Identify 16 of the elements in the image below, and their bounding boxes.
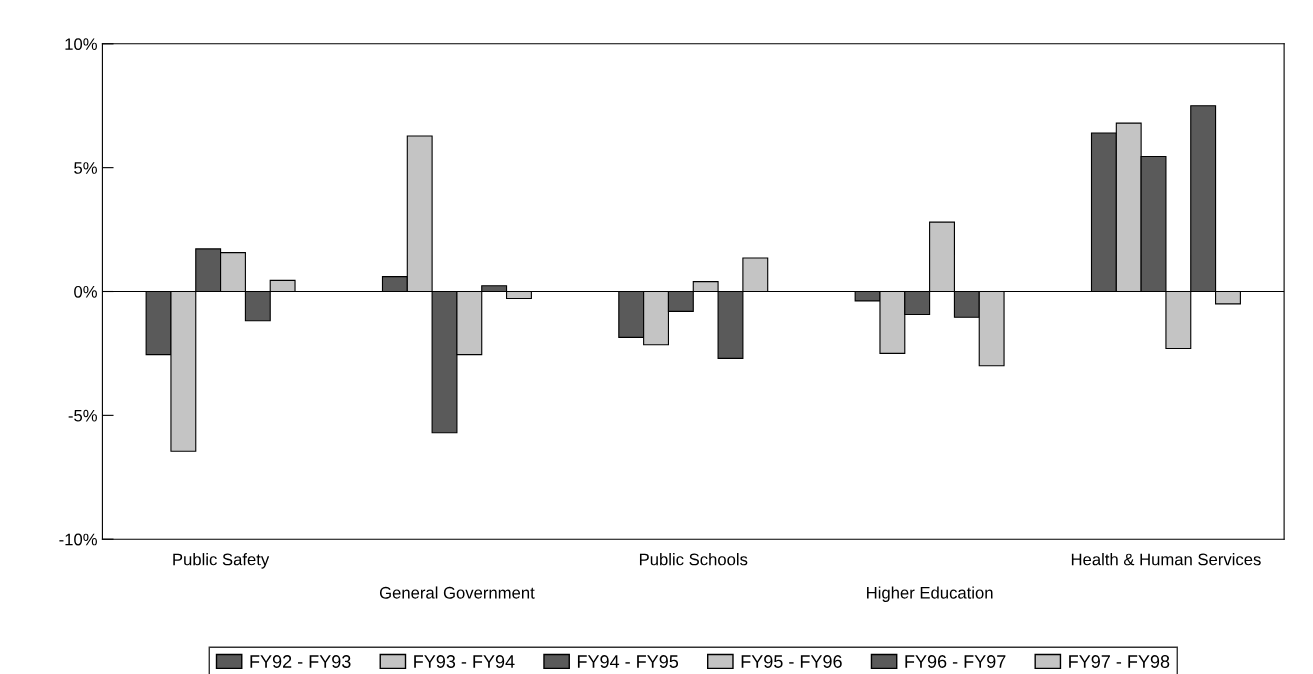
y-tick-label: -5% <box>68 409 97 422</box>
x-tick-label: Health & Human Services <box>1071 553 1261 566</box>
legend-label: FY96 - FY97 <box>905 655 1006 668</box>
y-tick-label: 5% <box>74 162 97 174</box>
x-tick-label: Public Safety <box>173 553 270 569</box>
legend-label: FY94 - FY95 <box>577 655 679 668</box>
x-tick-label: Higher Education <box>867 586 993 602</box>
legend-label: FY95 - FY96 <box>741 655 842 668</box>
legend-label: FY97 - FY98 <box>1069 655 1170 668</box>
legend-label: FY92 - FY93 <box>250 655 351 668</box>
y-tick-label: -10% <box>59 533 97 546</box>
x-tick-label: General Government <box>379 586 535 599</box>
legend-label: FY93 - FY94 <box>414 655 515 668</box>
y-tick-label: 0% <box>74 285 97 298</box>
y-tick-label: 10% <box>65 38 97 51</box>
x-tick-label: Public Schools <box>639 553 748 566</box>
